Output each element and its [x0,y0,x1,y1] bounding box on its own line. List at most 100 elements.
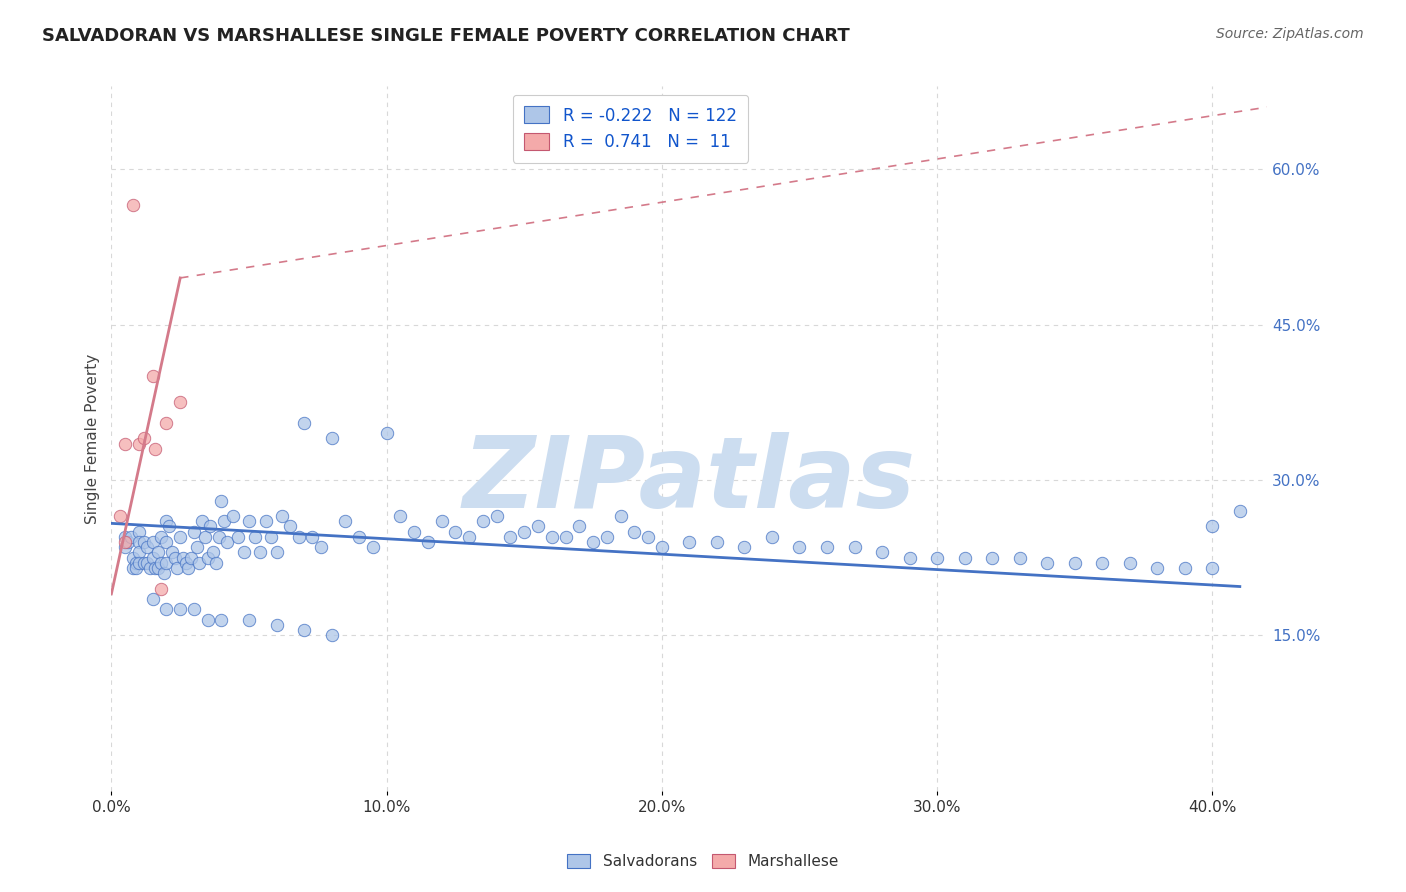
Point [844,540,866,554]
Point [499,530,522,544]
Point [205,556,228,570]
Point [623,524,645,539]
Point [117,535,139,549]
Point [128,556,150,570]
Point [122,561,145,575]
Point [108,509,131,524]
Point [232,545,254,559]
Point [142,550,165,565]
Point [335,514,357,528]
Point [321,628,343,642]
Point [458,530,481,544]
Point [347,530,370,544]
Point [1119,556,1142,570]
Point [309,540,332,554]
Point [149,582,172,596]
Point [266,545,288,559]
Point [208,530,231,544]
Point [128,545,150,559]
Point [172,550,194,565]
Point [404,524,426,539]
Point [1063,556,1085,570]
Point [142,369,165,384]
Point [166,561,188,575]
Point [651,540,673,554]
Point [1036,556,1059,570]
Point [1201,519,1223,533]
Point [157,519,180,533]
Point [249,545,271,559]
Point [1091,556,1114,570]
Point [361,540,384,554]
Point [197,550,219,565]
Point [191,514,214,528]
Point [174,556,197,570]
Point [215,535,238,549]
Point [142,535,165,549]
Point [389,509,412,524]
Point [416,535,439,549]
Point [180,550,202,565]
Point [292,623,315,637]
Point [134,432,156,446]
Text: SALVADORAN VS MARSHALLESE SINGLE FEMALE POVERTY CORRELATION CHART: SALVADORAN VS MARSHALLESE SINGLE FEMALE … [42,27,851,45]
Point [155,514,177,528]
Point [177,561,200,575]
Point [155,535,177,549]
Point [155,416,177,430]
Point [925,550,948,565]
Point [260,530,283,544]
Point [1146,561,1168,575]
Point [513,524,536,539]
Point [202,545,225,559]
Point [134,556,156,570]
Point [197,613,219,627]
Point [1229,504,1251,518]
Point [122,198,145,212]
Point [155,556,177,570]
Point [430,514,453,528]
Point [554,530,576,544]
Point [568,519,591,533]
Point [1201,561,1223,575]
Point [221,509,243,524]
Point [243,530,266,544]
Point [114,436,136,450]
Point [254,514,277,528]
Point [321,432,343,446]
Point [145,442,167,456]
Point [128,535,150,549]
Point [287,530,309,544]
Point [596,530,619,544]
Point [1174,561,1197,575]
Point [149,556,172,570]
Point [815,540,838,554]
Point [160,545,183,559]
Point [981,550,1004,565]
Point [292,416,315,430]
Legend: Salvadorans, Marshallese: Salvadorans, Marshallese [561,848,845,875]
Point [271,509,294,524]
Point [637,530,659,544]
Point [238,613,260,627]
Point [142,591,165,606]
Point [706,535,728,549]
Point [120,530,142,544]
Point [527,519,550,533]
Point [136,540,159,554]
Point [200,519,222,533]
Point [761,530,783,544]
Point [582,535,605,549]
Point [485,509,508,524]
Text: Source: ZipAtlas.com: Source: ZipAtlas.com [1216,27,1364,41]
Point [145,561,167,575]
Point [128,524,150,539]
Point [134,535,156,549]
Point [266,617,288,632]
Point [733,540,755,554]
Point [226,530,249,544]
Point [870,545,893,559]
Point [169,530,191,544]
Point [169,395,191,409]
Point [136,556,159,570]
